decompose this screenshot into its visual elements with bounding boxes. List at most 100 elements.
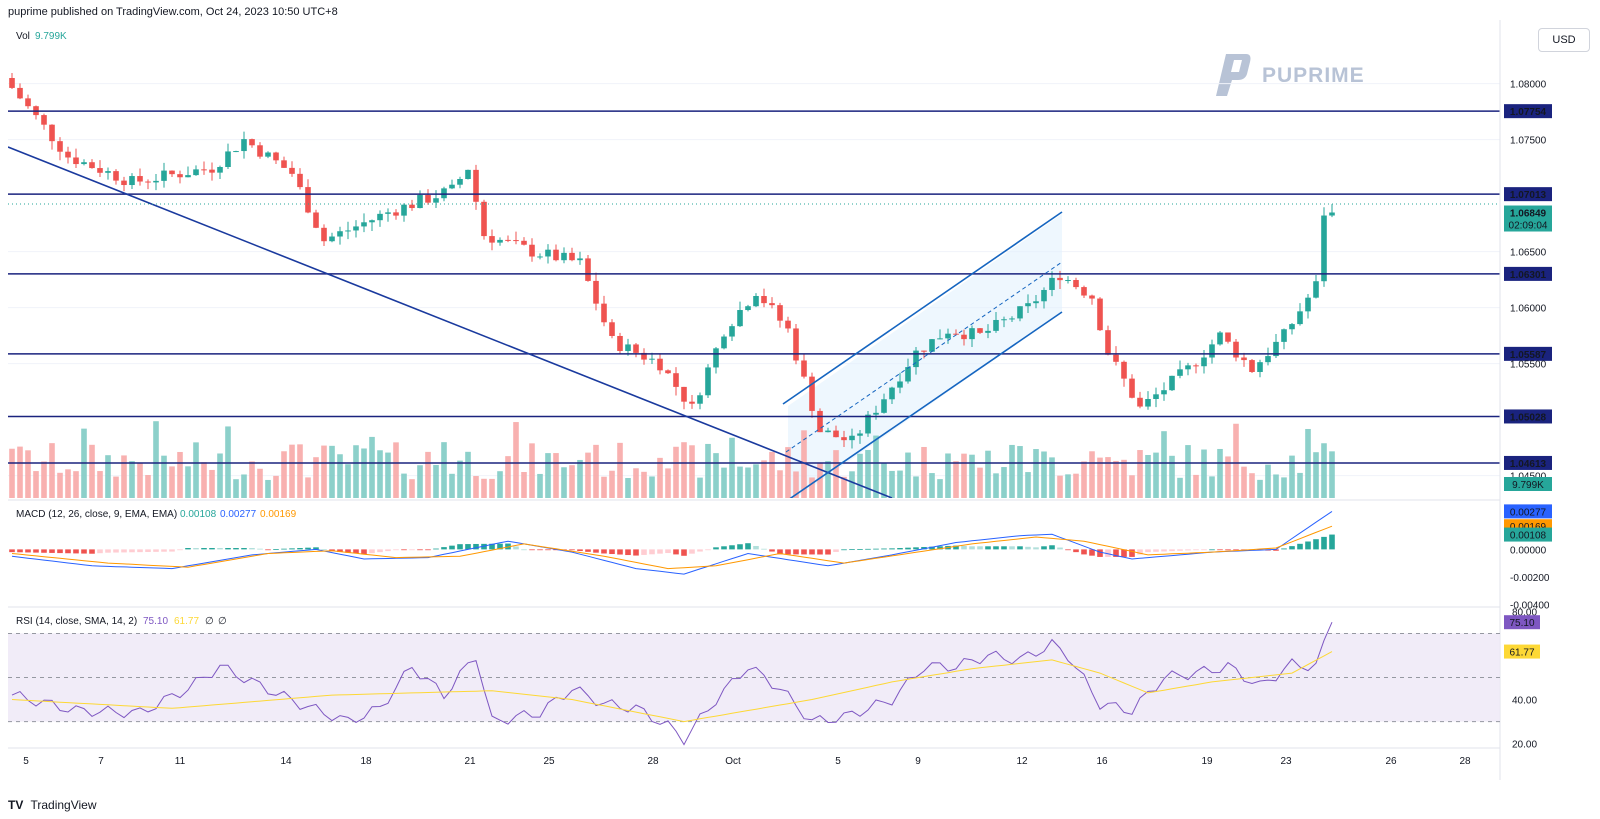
candle[interactable] [697, 395, 703, 404]
candle[interactable] [1049, 277, 1055, 290]
candle[interactable] [481, 201, 487, 237]
candle[interactable] [321, 227, 327, 242]
candle[interactable] [841, 437, 847, 441]
candle[interactable] [745, 306, 751, 311]
candle[interactable] [521, 240, 527, 245]
candle[interactable] [161, 170, 167, 181]
candle[interactable] [945, 333, 951, 339]
candle[interactable] [409, 204, 415, 209]
candle[interactable] [1177, 369, 1183, 376]
candle[interactable] [401, 204, 407, 216]
candle[interactable] [825, 430, 831, 433]
candle[interactable] [329, 236, 335, 242]
candle[interactable] [9, 78, 15, 88]
candle[interactable] [1001, 319, 1007, 321]
candle[interactable] [1121, 361, 1127, 379]
candle[interactable] [601, 303, 607, 323]
candle[interactable] [1065, 280, 1071, 282]
candle[interactable] [209, 169, 215, 173]
candle[interactable] [1297, 311, 1303, 325]
candle[interactable] [81, 162, 87, 165]
candle[interactable] [577, 258, 583, 261]
candle[interactable] [937, 338, 943, 340]
candle[interactable] [793, 328, 799, 361]
candle[interactable] [201, 169, 207, 171]
candle[interactable] [1073, 280, 1079, 288]
candle[interactable] [1209, 344, 1215, 358]
candle[interactable] [25, 98, 31, 107]
candle[interactable] [185, 175, 191, 178]
candle[interactable] [65, 151, 71, 158]
candle[interactable] [257, 145, 263, 157]
candle[interactable] [433, 198, 439, 203]
candle[interactable] [1249, 360, 1255, 372]
candle[interactable] [641, 352, 647, 360]
candle[interactable] [281, 160, 287, 168]
candle[interactable] [761, 296, 767, 304]
candle[interactable] [921, 350, 927, 352]
candle[interactable] [113, 171, 119, 181]
footer[interactable]: TV TradingView [8, 798, 97, 812]
candle[interactable] [505, 239, 511, 241]
candle[interactable] [953, 333, 959, 335]
candle[interactable] [753, 296, 759, 307]
candle[interactable] [905, 367, 911, 382]
candle[interactable] [1273, 341, 1279, 357]
candle[interactable] [1081, 287, 1087, 296]
candle[interactable] [1009, 318, 1015, 320]
candle[interactable] [817, 410, 823, 433]
candle[interactable] [609, 322, 615, 336]
candle[interactable] [241, 139, 247, 152]
candle[interactable] [465, 169, 471, 180]
candle[interactable] [49, 124, 55, 142]
candle[interactable] [969, 328, 975, 340]
candle[interactable] [1097, 298, 1103, 331]
candle[interactable] [449, 184, 455, 189]
candle[interactable] [233, 151, 239, 153]
candle[interactable] [1257, 362, 1263, 372]
candle[interactable] [689, 401, 695, 404]
candle[interactable] [993, 319, 999, 331]
candle[interactable] [1289, 324, 1295, 330]
candle[interactable] [425, 195, 431, 203]
candle[interactable] [553, 249, 559, 261]
candle[interactable] [865, 414, 871, 434]
candle[interactable] [1161, 390, 1167, 395]
candle[interactable] [393, 212, 399, 216]
candle[interactable] [169, 170, 175, 175]
candle[interactable] [497, 239, 503, 243]
candle[interactable] [377, 213, 383, 221]
candle[interactable] [593, 280, 599, 304]
candle[interactable] [1137, 397, 1143, 407]
channel-upper-line[interactable] [782, 211, 1063, 405]
candle[interactable] [913, 350, 919, 368]
candle[interactable] [1313, 281, 1319, 298]
candle[interactable] [473, 169, 479, 202]
candle[interactable] [289, 167, 295, 174]
candle[interactable] [1017, 306, 1023, 319]
candle[interactable] [1185, 365, 1191, 370]
candle[interactable] [833, 430, 839, 438]
candle[interactable] [337, 231, 343, 237]
candle[interactable] [1225, 332, 1231, 342]
candle[interactable] [121, 180, 127, 186]
candle[interactable] [985, 330, 991, 333]
candle[interactable] [353, 226, 359, 231]
candle[interactable] [889, 387, 895, 400]
candle[interactable] [265, 152, 271, 157]
candle[interactable] [809, 376, 815, 411]
candle[interactable] [145, 181, 151, 183]
candle[interactable] [457, 179, 463, 185]
candle[interactable] [177, 174, 183, 178]
candle[interactable] [297, 173, 303, 188]
candle[interactable] [873, 412, 879, 415]
candle[interactable] [1169, 375, 1175, 391]
candle[interactable] [617, 335, 623, 351]
candle[interactable] [73, 157, 79, 165]
candle[interactable] [1329, 212, 1335, 216]
candle[interactable] [305, 187, 311, 213]
candle[interactable] [545, 249, 551, 257]
candle[interactable] [721, 336, 727, 349]
candle[interactable] [729, 326, 735, 337]
candle[interactable] [705, 367, 711, 396]
